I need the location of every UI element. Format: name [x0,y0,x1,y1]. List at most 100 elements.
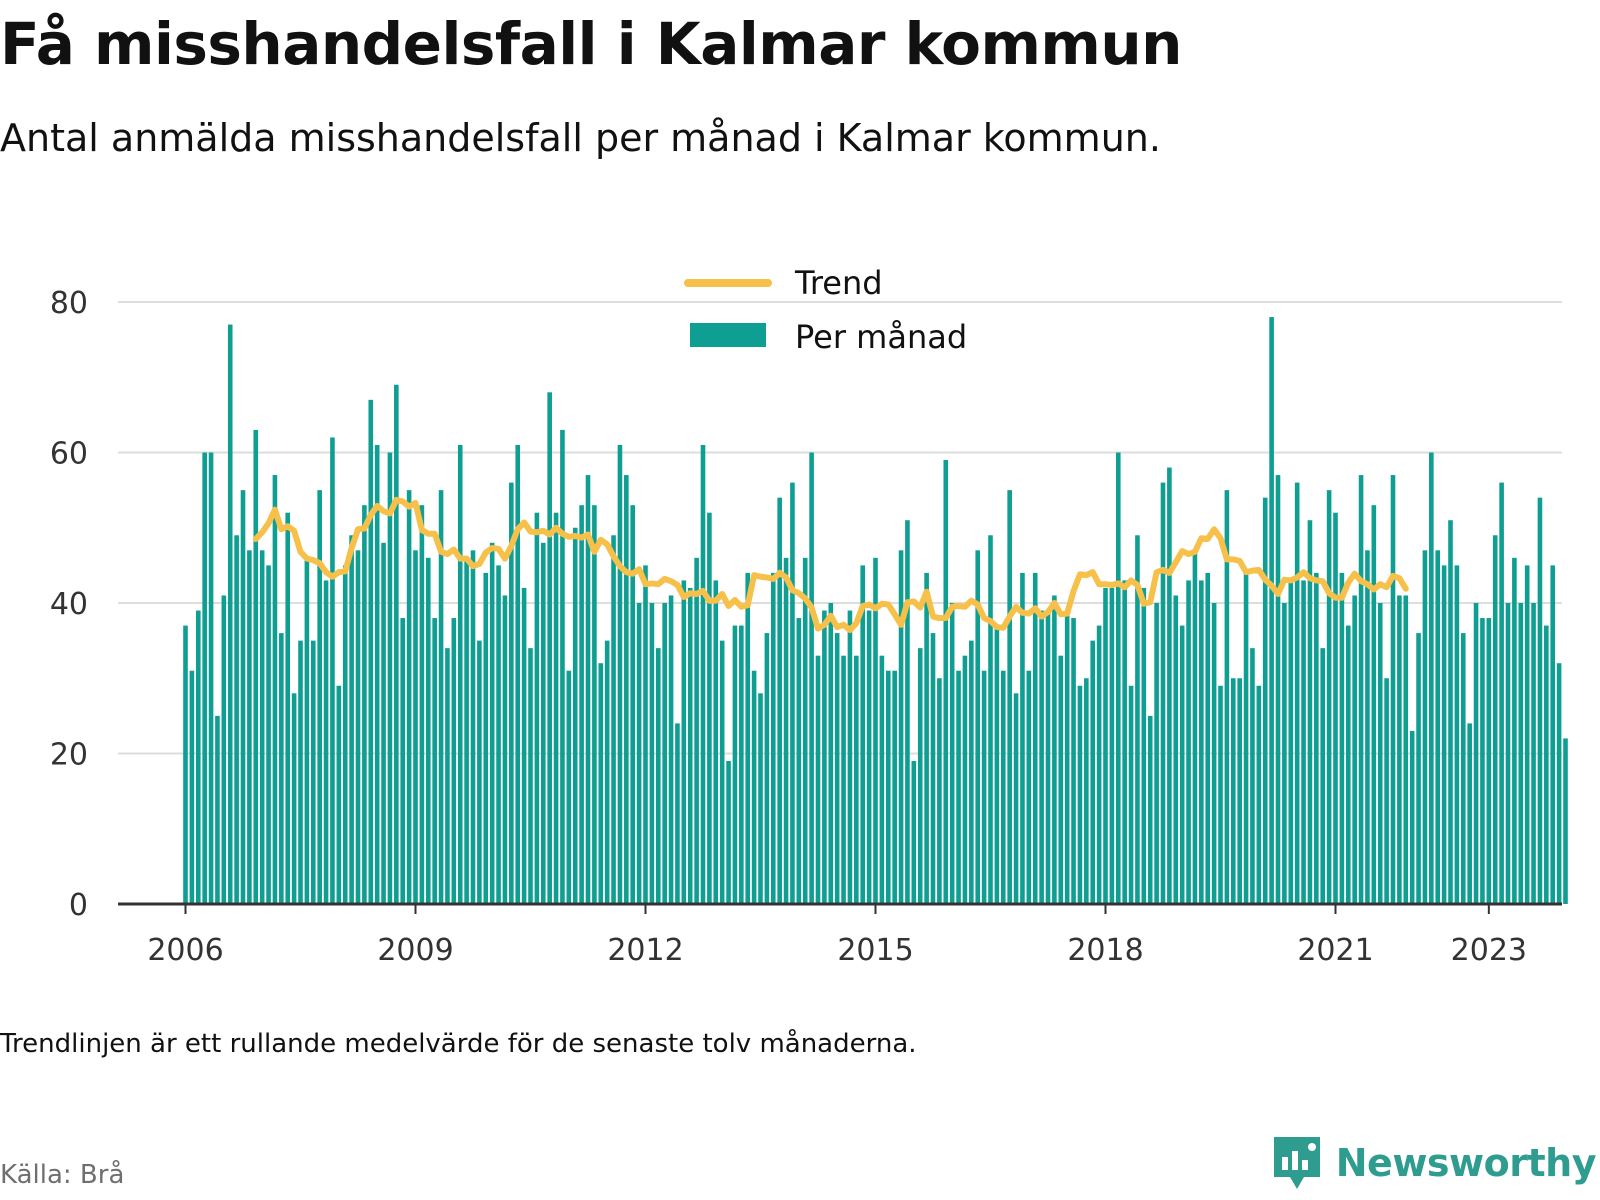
bar [1422,550,1428,904]
bar [719,640,725,905]
bar [579,505,584,904]
bar [636,603,642,904]
bar [1480,618,1485,904]
bars-per-month [183,317,1568,905]
legend: Trend Per månad [670,264,1000,356]
bar [547,392,552,904]
bar [745,572,751,904]
bar [1282,603,1287,904]
bar [515,444,521,904]
trend-line [252,496,1409,634]
x-axis-ticks: 2006 2009 2012 2015 2018 2021 2023 [147,904,1527,968]
bar [253,429,259,904]
bar [413,550,418,904]
bar [911,761,917,904]
bar [1192,550,1198,904]
bar [1020,572,1025,904]
bar [841,655,846,904]
bar [924,572,929,904]
bar [700,444,706,904]
bar [860,565,866,905]
bar [751,670,757,904]
bar [949,603,955,904]
bar [540,542,546,904]
bar [783,557,789,904]
bar [1218,685,1223,904]
bar [1345,625,1351,904]
bar [1377,603,1383,904]
bar [1473,603,1479,904]
bar [1058,655,1064,904]
bar [630,505,636,904]
bar [489,542,495,904]
bar [592,505,597,904]
bar [866,610,872,904]
bar [1039,610,1044,904]
bar [240,490,246,905]
bar [317,490,322,905]
bar [1288,580,1294,904]
bar [381,542,386,904]
bar [854,655,859,904]
x-tick-label: 2021 [1297,933,1373,968]
bar [1403,595,1409,904]
bar [617,444,623,904]
bar [937,678,942,904]
bar [758,693,763,904]
bar [1199,580,1204,904]
bar [943,460,949,904]
bar [1275,475,1281,904]
bar [598,663,604,904]
bar [739,625,744,904]
bar [1128,685,1134,904]
bar [425,557,431,904]
bar [1052,595,1057,904]
bar [675,723,680,904]
bar [1237,678,1242,904]
bar [1365,550,1370,904]
chart-note: Trendlinjen är ett rullande medelvärde f… [0,1029,917,1059]
x-tick-label: 2023 [1451,933,1527,968]
bar [560,429,565,904]
bar [1109,587,1115,904]
bar [1186,580,1191,904]
trend-series [252,496,1409,634]
bar [1333,512,1338,904]
bar [445,648,450,904]
bar [1512,557,1517,904]
bar [215,715,220,905]
bar [502,595,508,904]
bar [483,572,489,904]
bar [1441,565,1447,905]
x-tick-label: 2015 [837,933,913,968]
bar [662,603,667,904]
bar [1397,595,1402,904]
bar [687,587,693,904]
bar [1307,520,1313,904]
x-tick-label: 2018 [1067,933,1143,968]
bar [1486,618,1492,904]
bar [279,633,284,904]
bar [1460,633,1466,904]
bar [1416,633,1421,904]
bar [1467,723,1472,904]
bar [1409,730,1415,904]
bar [1339,572,1345,904]
chart-subtitle: Antal anmälda misshandelsfall per månad … [0,116,1161,160]
bar [1013,693,1019,904]
bar [1032,572,1038,904]
bar [189,670,195,904]
bar [310,640,316,905]
bar [336,685,342,904]
bar [1556,663,1562,904]
bar [291,693,297,904]
bar [624,475,629,904]
bar [1090,640,1096,905]
bar [809,452,814,904]
bar [713,580,719,904]
bar [962,655,968,904]
y-axis-ticks: 0 20 40 60 80 [50,286,88,923]
y-tick-label: 40 [50,587,88,622]
bar [1301,580,1306,904]
bar [464,557,469,904]
